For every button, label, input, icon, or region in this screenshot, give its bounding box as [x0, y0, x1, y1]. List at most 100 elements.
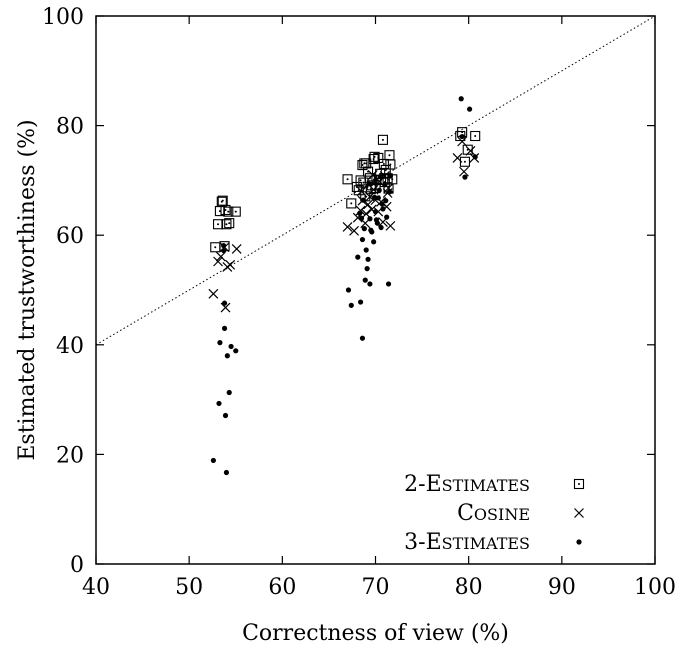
point-cosine: [385, 220, 396, 231]
point-cosine: [213, 256, 223, 267]
point-3-estimates: [221, 325, 228, 331]
data-points-layer: [208, 96, 481, 476]
point-cosine: [225, 259, 236, 270]
point-2-estimates: [459, 156, 470, 167]
point-2-estimates: [384, 150, 395, 161]
point-3-estimates: [459, 133, 465, 140]
x-tick-label: 80: [455, 575, 483, 600]
y-tick-label: 0: [70, 553, 84, 578]
x-tick-label: 90: [548, 575, 576, 600]
legend-label: 2-ESTIMATES: [404, 472, 530, 497]
point-2-estimates: [373, 152, 384, 163]
point-3-estimates: [379, 201, 385, 207]
point-3-estimates: [210, 457, 216, 464]
point-3-estimates: [364, 266, 370, 272]
point-3-estimates: [382, 182, 388, 188]
point-3-estimates: [458, 96, 464, 102]
point-3-estimates: [372, 177, 379, 183]
x-tick-label: 40: [82, 575, 110, 600]
point-3-estimates: [221, 247, 227, 254]
x-tick-label: 60: [268, 575, 296, 600]
point-3-estimates: [368, 227, 374, 233]
point-cosine: [356, 186, 367, 197]
point-3-estimates: [367, 281, 373, 287]
point-2-estimates: [470, 130, 481, 142]
y-tick-label: 60: [56, 224, 84, 249]
point-2-estimates: [223, 206, 234, 217]
point-3-estimates: [226, 389, 232, 396]
x-tick-label: 50: [175, 575, 203, 600]
point-cosine: [231, 243, 242, 254]
point-3-estimates: [233, 348, 239, 354]
point-3-estimates: [357, 299, 364, 305]
point-3-estimates: [367, 216, 373, 222]
point-3-estimates: [221, 243, 227, 249]
point-3-estimates: [223, 469, 230, 476]
point-3-estimates: [362, 277, 368, 283]
point-3-estimates: [462, 174, 468, 180]
point-3-estimates: [378, 224, 384, 231]
legend-marker: [574, 508, 584, 518]
point-2-estimates: [220, 204, 231, 216]
point-2-estimates: [377, 134, 389, 145]
legend: 2-ESTIMATES COSINE 3-ESTIMATES: [404, 472, 585, 555]
legend-label: 3-ESTIMATES: [404, 530, 530, 555]
point-3-estimates: [348, 302, 354, 308]
point-3-estimates: [366, 181, 372, 187]
point-cosine: [208, 288, 219, 299]
x-axis-title: Correctness of view (%): [242, 621, 509, 646]
point-2-estimates: [355, 175, 366, 186]
y-tick-label: 20: [56, 443, 84, 468]
point-2-estimates: [385, 159, 396, 170]
point-3-estimates: [221, 300, 228, 306]
point-3-estimates: [355, 254, 361, 260]
point-2-estimates: [230, 206, 241, 217]
point-3-estimates: [217, 340, 223, 346]
point-cosine: [452, 153, 463, 163]
point-3-estimates: [357, 210, 363, 216]
point-3-estimates: [380, 206, 386, 212]
point-3-estimates: [371, 194, 378, 200]
y-tick-label: 100: [42, 5, 84, 30]
point-3-estimates: [377, 173, 383, 180]
point-3-estimates: [365, 256, 371, 262]
point-3-estimates: [359, 236, 366, 243]
x-tick-label: 100: [634, 575, 676, 600]
point-3-estimates: [363, 247, 369, 253]
point-2-estimates: [342, 174, 353, 185]
point-cosine: [459, 166, 469, 177]
point-2-estimates: [212, 219, 224, 230]
point-cosine: [349, 225, 359, 236]
point-3-estimates: [376, 187, 382, 193]
point-3-estimates: [383, 198, 389, 204]
point-cosine: [379, 171, 390, 181]
point-3-estimates: [360, 197, 366, 203]
point-3-estimates: [228, 343, 234, 350]
point-3-estimates: [384, 214, 390, 220]
point-3-estimates: [222, 412, 229, 419]
point-2-estimates: [210, 242, 221, 253]
point-cosine: [364, 191, 375, 202]
point-3-estimates: [387, 173, 394, 179]
point-3-estimates: [345, 287, 352, 293]
point-2-estimates: [221, 219, 232, 230]
point-3-estimates: [216, 400, 222, 407]
y-tick-label: 40: [56, 334, 84, 359]
point-3-estimates: [472, 154, 478, 160]
point-2-estimates: [224, 218, 235, 229]
point-3-estimates: [359, 335, 366, 341]
point-3-estimates: [386, 189, 393, 195]
point-cosine: [215, 251, 226, 262]
x-tick-label: 70: [362, 575, 390, 600]
legend-marker: [576, 539, 582, 545]
legend-marker: [573, 478, 585, 490]
ticks-layer: 40 50 60 70 80 90 100 0 20 40 60 80 100: [42, 5, 676, 600]
point-cosine: [368, 184, 379, 195]
point-cosine: [465, 145, 476, 156]
point-3-estimates: [224, 353, 230, 359]
y-axis-title: Estimated trustworthiness (%): [15, 119, 40, 460]
point-3-estimates: [358, 215, 365, 221]
legend-label: COSINE: [457, 501, 530, 526]
point-cosine: [457, 136, 468, 147]
